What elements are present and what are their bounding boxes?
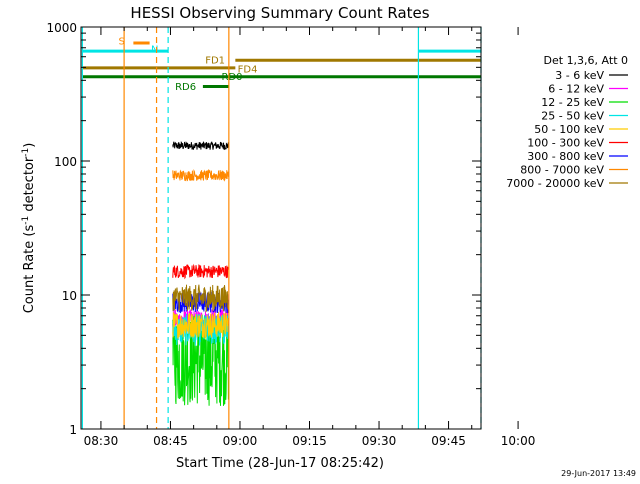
annotation-label-1: N [151, 45, 158, 56]
legend-entry-6: 300 - 800 keV [527, 150, 604, 163]
series-line-5 [172, 263, 229, 280]
x-tick-label-0: 08:30 [84, 434, 119, 448]
axes-layer: 08:30 08:45 09:00 09:15 09:30 09:45 10:00 1 10 10… [46, 21, 535, 448]
y-axis-label-sup2: -1 [21, 148, 31, 157]
series-line-7 [172, 168, 229, 182]
vertical-lines-layer [81, 27, 482, 429]
annotation-label-4: FD4 [238, 65, 258, 76]
timestamp-stamp: 29-Jun-2017 13:49 [561, 469, 636, 478]
legend-title: Det 1,3,6, Att 0 [544, 54, 628, 67]
legend-entry-1: 6 - 12 keV [548, 83, 604, 96]
y-tick-label-3: 1000 [46, 21, 77, 35]
legend-entry-0: 3 - 6 keV [555, 69, 604, 82]
legend-entry-7: 800 - 7000 keV [520, 164, 604, 177]
y-axis-label-main: Count Rate (s [22, 225, 37, 314]
series-line-0 [172, 141, 229, 151]
series-line-8 [172, 284, 229, 313]
x-axis-label: Start Time (28-Jun-17 08:25:42) [176, 456, 384, 471]
legend-entry-2: 12 - 25 keV [541, 96, 604, 109]
x-tick-label-3: 09:15 [292, 434, 327, 448]
x-tick-label-1: 08:45 [153, 434, 188, 448]
annotation-label-5: RD0 [221, 72, 242, 83]
y-axis-label: Count Rate (s-1 detector-1) [21, 143, 37, 314]
y-axis-label-end: ) [22, 143, 37, 148]
x-tick-label-2: 09:00 [223, 434, 258, 448]
y-tick-label-2: 100 [54, 155, 77, 169]
legend-entry-5: 100 - 300 keV [527, 137, 604, 150]
plot-layer [172, 141, 229, 406]
annotation-label-0: S [119, 37, 125, 48]
y-axis-label-sup1: -1 [21, 216, 31, 225]
annotation-label-3: FD1 [205, 56, 225, 67]
legend-entry-8: 7000 - 20000 keV [506, 177, 604, 190]
x-tick-label-6: 10:00 [501, 434, 536, 448]
x-tick-label-4: 09:30 [362, 434, 397, 448]
legend-entry-3: 25 - 50 keV [541, 110, 604, 123]
series-line-4 [172, 311, 229, 340]
y-tick-label-0: 1 [69, 423, 77, 437]
series-line-2 [172, 314, 229, 406]
y-axis-label-mid: detector [22, 156, 37, 216]
y-tick-label-1: 10 [62, 289, 77, 303]
plot-frame [80, 26, 482, 430]
chart-title: HESSI Observing Summary Count Rates [130, 4, 429, 22]
x-tick-label-5: 09:45 [431, 434, 466, 448]
legend-entry-4: 50 - 100 keV [534, 123, 604, 136]
annotation-label-6: RD6 [175, 82, 196, 93]
